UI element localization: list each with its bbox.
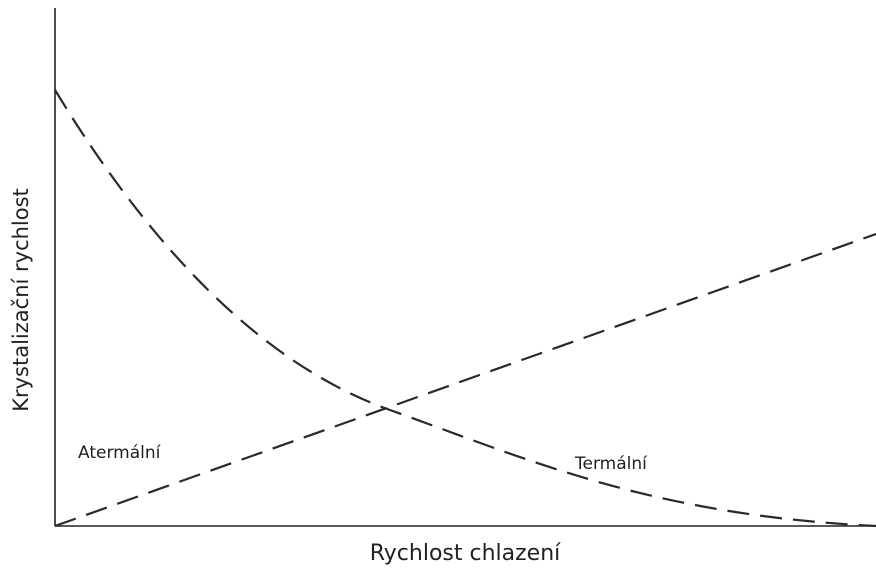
increasing-curve [54,232,876,528]
curve-label: Termální [574,454,648,474]
decreasing-curve [54,89,876,528]
x-axis-label: Rychlost chlazení [370,541,561,566]
y-axis-label: Krystalizační rychlost [9,188,33,412]
curve-label: Atermální [78,443,162,463]
